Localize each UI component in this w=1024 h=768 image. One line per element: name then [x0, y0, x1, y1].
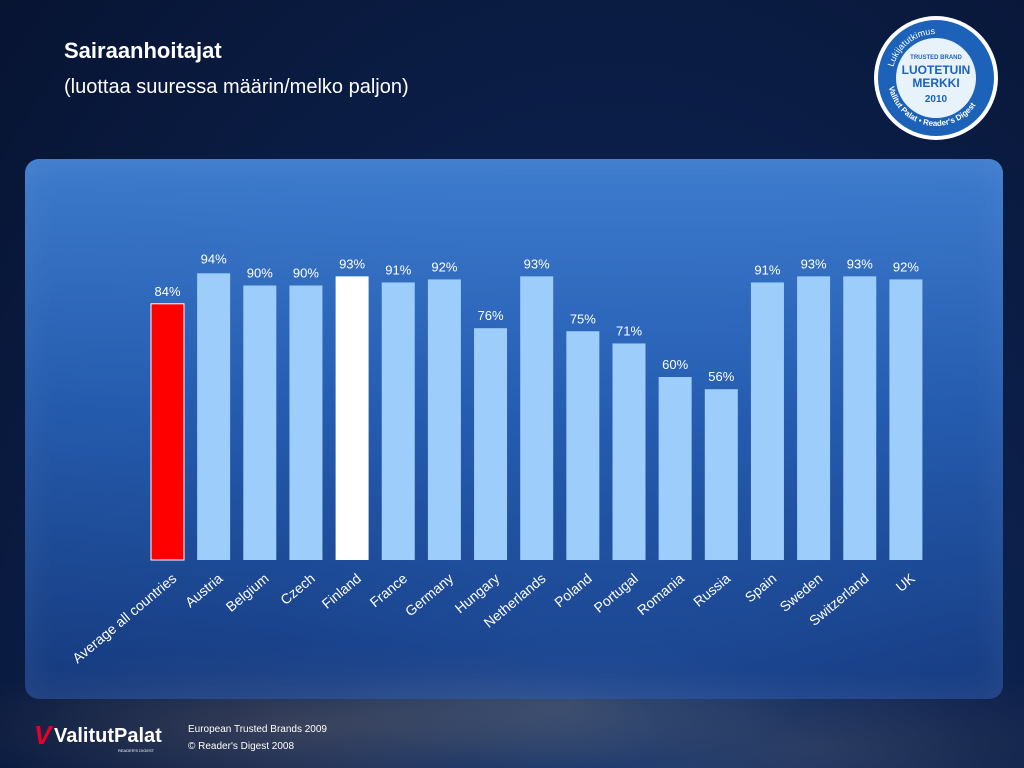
- bar-belgium: [243, 285, 277, 560]
- chart-subtitle: (luottaa suuressa määrin/melko paljon): [64, 76, 409, 98]
- chart-panel: [25, 159, 1003, 699]
- chart-title: Sairaanhoitajat: [64, 38, 222, 63]
- category-label-spain: Spain: [742, 570, 780, 605]
- bar-czech: [289, 285, 323, 560]
- logo-text: ValitutPalat: [54, 725, 162, 747]
- badge-line1: LUOTETUIN: [902, 63, 971, 77]
- footer-copyright: © Reader's Digest 2008: [188, 741, 295, 752]
- bar-switzerland: [843, 276, 877, 560]
- category-label-russia: Russia: [690, 570, 733, 610]
- data-label-netherlands: 93%: [524, 256, 550, 271]
- data-label-sweden: 93%: [801, 256, 827, 271]
- bar-france: [381, 282, 415, 560]
- bar-sweden: [797, 276, 831, 560]
- category-label-finland: Finland: [319, 570, 364, 612]
- category-label-belgium: Belgium: [223, 570, 272, 615]
- data-label-poland: 75%: [570, 311, 596, 326]
- bar-portugal: [612, 343, 646, 560]
- data-label-austria: 94%: [201, 251, 227, 266]
- data-label-finland: 93%: [339, 256, 365, 271]
- trusted-brand-badge: Lukijatutkimus Valitut Palat • Reader's …: [874, 16, 998, 140]
- data-label-average-all-countries: 84%: [154, 284, 180, 299]
- svg-text:V: V: [34, 720, 54, 750]
- badge-year: 2010: [925, 94, 948, 105]
- category-label-portugal: Portugal: [591, 570, 641, 616]
- data-label-france: 91%: [385, 262, 411, 277]
- valitut-palat-logo: V ValitutPalat READER'S DIGEST: [34, 720, 162, 753]
- category-label-czech: Czech: [277, 570, 318, 608]
- category-label-romania: Romania: [634, 570, 687, 618]
- bar-netherlands: [520, 276, 554, 560]
- bar-poland: [566, 331, 600, 560]
- bar-spain: [750, 282, 784, 560]
- data-label-belgium: 90%: [247, 266, 273, 281]
- data-label-russia: 56%: [708, 369, 734, 384]
- footer-source: European Trusted Brands 2009: [188, 724, 327, 735]
- category-label-germany: Germany: [402, 570, 456, 619]
- bar-romania: [658, 377, 692, 560]
- data-label-spain: 91%: [754, 262, 780, 277]
- badge-line2: MERKKI: [912, 76, 959, 90]
- category-label-average-all-countries: Average all countries: [69, 570, 179, 666]
- bar-hungary: [474, 328, 508, 560]
- category-label-poland: Poland: [551, 570, 595, 610]
- data-label-hungary: 76%: [478, 308, 504, 323]
- bar-finland: [335, 276, 369, 560]
- data-label-portugal: 71%: [616, 323, 642, 338]
- bar-average-all-countries: [150, 303, 185, 561]
- category-label-uk: UK: [893, 570, 919, 595]
- bar-russia: [704, 389, 738, 560]
- data-label-romania: 60%: [662, 357, 688, 372]
- data-label-switzerland: 93%: [847, 256, 873, 271]
- bar-uk: [889, 279, 923, 560]
- category-label-austria: Austria: [182, 570, 226, 610]
- badge-trusted-text: TRUSTED BRAND: [910, 55, 962, 61]
- data-label-uk: 92%: [893, 259, 919, 274]
- data-label-germany: 92%: [431, 259, 457, 274]
- data-label-czech: 90%: [293, 266, 319, 281]
- bar-germany: [427, 279, 461, 560]
- bar-austria: [197, 273, 231, 560]
- logo-subtext: READER'S DIGEST: [118, 748, 155, 753]
